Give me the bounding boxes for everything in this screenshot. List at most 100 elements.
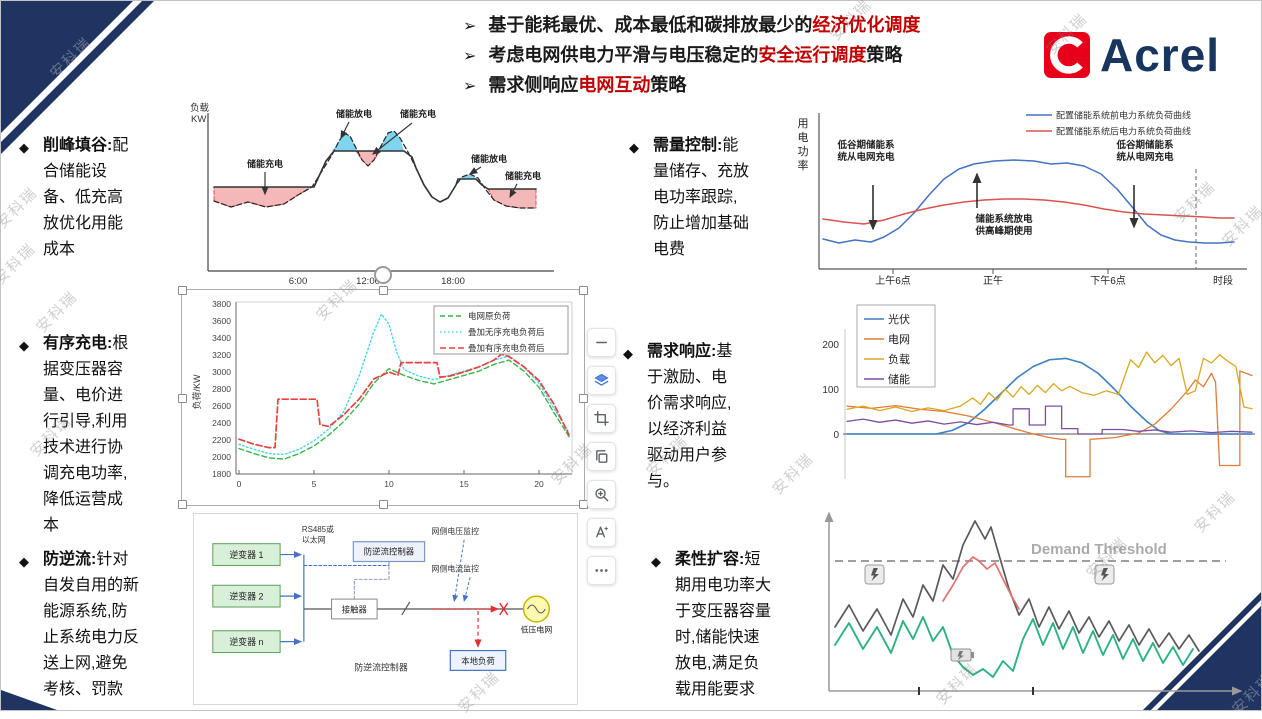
discharge-area-2 — [379, 131, 404, 151]
zoom-in-icon-button[interactable] — [587, 480, 616, 509]
original-load-curve — [213, 130, 537, 209]
annotation-valley-right: 统从电网充电 — [1116, 151, 1174, 163]
headline-bullets: ➢ 基于能耗最优、成本最低和碳排放最少的经济优化调度 ➢ 考虑电网供电力平滑与电压稳… — [463, 11, 1048, 101]
diamond-bullet-icon: ◆ — [629, 140, 639, 155]
acrel-logo: Acrel — [1043, 31, 1220, 79]
annotation-discharge-1: 储能放电 — [336, 108, 372, 119]
diamond-bullet-icon: ◆ — [19, 338, 29, 353]
selection-handle-s[interactable] — [379, 500, 388, 509]
section-demand-control: ◆ 需量控制:能量储存、充放电功率跟踪,防止增加基础电费 — [629, 133, 753, 263]
rotate-handle[interactable] — [374, 266, 392, 284]
x-tick: 15 — [459, 479, 469, 489]
section-title: 有序充电: — [43, 335, 113, 352]
bullet-text: 基于能耗最优、成本最低和碳排放最少的 — [488, 15, 813, 35]
selection-handle-ne[interactable] — [579, 286, 588, 295]
y-tick: 2400 — [212, 418, 231, 428]
y-axis-label: 用 — [798, 118, 809, 130]
local-load-label: 本地负荷 — [461, 656, 495, 666]
x-tick: 0 — [237, 479, 242, 489]
x-tick: 下午6点 — [1090, 274, 1126, 287]
annotation-arrow — [468, 166, 482, 175]
floating-toolbar — [587, 328, 616, 585]
legend-label-after: 配置储能系统后电力系统负荷曲线 — [1056, 126, 1191, 137]
selection-handle-nw[interactable] — [178, 286, 187, 295]
section-body: 短期用电功率大于变压器容量时,储能快速放电,满足负载用能要求 — [675, 551, 772, 698]
charge-area-mid — [355, 150, 381, 167]
voltage-monitor-label: 网侧电压监控 — [432, 526, 480, 536]
selection-handle-n[interactable] — [379, 286, 388, 295]
bullet-line-3: ➢ 需求侧响应电网互动策略 — [463, 71, 1048, 101]
zoom-in-icon — [595, 488, 609, 502]
selection-handle-w[interactable] — [178, 393, 187, 403]
legend-label: 储能 — [888, 372, 910, 386]
diamond-bullet-icon: ◆ — [19, 140, 29, 155]
load-before-storage — [822, 159, 1235, 244]
grid-label: 低压电网 — [521, 625, 553, 635]
bullet-text: 需求侧响应 — [488, 75, 579, 95]
annotation-arrow — [372, 122, 413, 155]
y-tick: 3800 — [212, 299, 231, 309]
caption: 防逆流控制器 — [354, 661, 407, 672]
x-tick: 5 — [312, 479, 317, 489]
y-tick: 3000 — [212, 367, 231, 377]
y-tick: 2600 — [212, 401, 231, 411]
controller-label: 防逆流控制器 — [364, 547, 415, 557]
crop-icon-button[interactable] — [587, 404, 616, 433]
bullet-text: 考虑电网供电力平滑与电压稳定的 — [488, 45, 759, 65]
demand-response-chart-object[interactable]: 200 100 0 光伏 电网 负载 储能 — [807, 299, 1257, 499]
x-tick: 正午 — [983, 274, 1003, 287]
acrel-logo-icon — [1044, 32, 1090, 78]
comm-label: 以太网 — [302, 535, 326, 545]
selection-handle-e[interactable] — [579, 393, 588, 403]
y-tick: 2200 — [212, 435, 231, 445]
contactor-label: 接触器 — [342, 604, 368, 614]
minus-icon-button[interactable] — [587, 328, 616, 357]
watermark-text: 安科瑞 — [33, 288, 82, 337]
x-tick: 20 — [534, 479, 544, 489]
peak-shaving-chart-object[interactable]: 负载 KW 6:00 12:00 18:00 储能充电 储能放电 储能充电 储能放电 储能充电 — [186, 99, 566, 291]
section-body: 能量储存、充放电功率跟踪,防止增加基础电费 — [653, 137, 750, 258]
selection-handle-sw[interactable] — [178, 500, 187, 509]
diamond-bullet-icon: ◆ — [19, 554, 29, 569]
annotation-valley-right: 低谷期储能系 — [1115, 139, 1174, 151]
bullet-highlight: 电网互动 — [578, 75, 651, 95]
x-tick: 上午6点 — [875, 274, 911, 287]
x-tick: 6:00 — [289, 276, 308, 287]
demand-control-chart-object[interactable]: 用电功率 配置储能系统前电力系统负荷曲线 配置储能系统后电力系统负荷曲线 上午6点 正午… — [789, 101, 1257, 293]
y-axis-label2: KW — [191, 114, 206, 125]
copy-icon-button[interactable] — [587, 442, 616, 471]
anti-backflow-diagram-object[interactable]: 逆变器 1 逆变器 2 逆变器 n RS485或 以太网 防逆流控制器 接触器 网侧电压监控网… — [193, 513, 578, 705]
ordered-charging-chart: 负荷/KW 1800 2000 2200 2400 2600 2800 3000 3200 340… — [191, 299, 573, 489]
section-body: 配合储能设备、低充高放优化用能成本 — [43, 137, 129, 258]
series-with-storage — [834, 616, 1194, 678]
section-title: 需求响应: — [647, 343, 717, 360]
layers-icon-button[interactable] — [587, 366, 616, 395]
flexible-expansion-chart-object[interactable]: Demand Threshold — [801, 499, 1251, 704]
y-tick: 100 — [822, 385, 839, 396]
ai-text-icon-button[interactable] — [587, 518, 616, 547]
corner-triangle — [1, 1, 133, 133]
comm-label: RS485或 — [302, 524, 334, 534]
inverter-1-label: 逆变器 1 — [229, 549, 263, 560]
y-tick: 200 — [822, 340, 839, 351]
y-tick: 0 — [833, 430, 839, 441]
control-line — [353, 561, 390, 600]
series-storage — [846, 405, 1253, 435]
minus-icon — [596, 341, 607, 344]
y-axis-label: 负载 — [190, 102, 210, 114]
ordered-charging-chart-object[interactable]: 负荷/KW 1800 2000 2200 2400 2600 2800 3000 3200 340… — [184, 292, 581, 502]
y-tick: 3200 — [212, 350, 231, 360]
annotation-charge-right: 储能充电 — [505, 170, 541, 181]
copy-icon — [596, 450, 608, 463]
x-tick: 18:00 — [441, 276, 465, 287]
x-tick: 10 — [384, 479, 394, 489]
arrow-bullet-icon: ➢ — [463, 48, 477, 65]
series-ordered-charging — [238, 353, 570, 449]
more-icon-button[interactable] — [587, 556, 616, 585]
layers-icon — [594, 373, 609, 386]
annotation-arrow — [509, 183, 518, 199]
